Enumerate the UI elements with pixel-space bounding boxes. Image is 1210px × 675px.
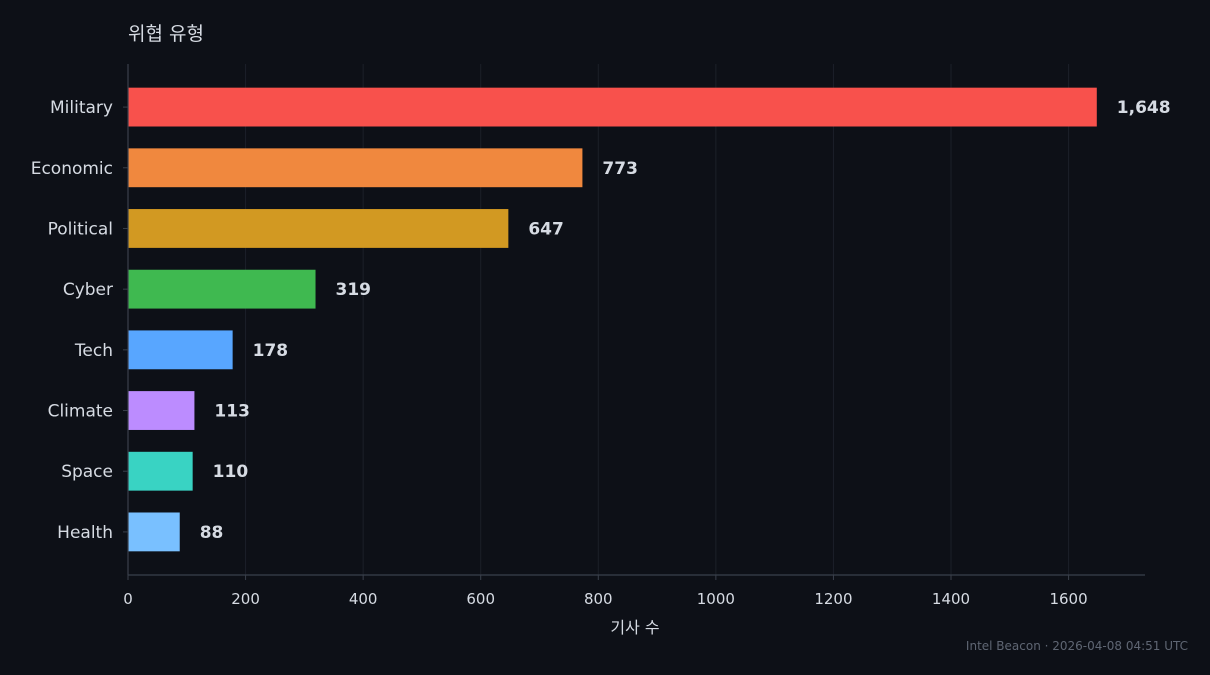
- bar-space: [128, 451, 193, 491]
- value-label: 319: [336, 280, 372, 300]
- bar-political: [128, 209, 509, 248]
- value-label: 647: [528, 219, 564, 239]
- chart-title: 위협 유형: [128, 23, 204, 45]
- value-label: 88: [200, 523, 224, 543]
- category-label: Political: [48, 219, 113, 239]
- value-label: 110: [213, 462, 249, 482]
- value-label: 113: [214, 402, 250, 422]
- category-label: Cyber: [63, 280, 113, 300]
- x-tick-label: 1000: [697, 590, 735, 608]
- x-tick-label: 400: [349, 590, 378, 608]
- category-label: Economic: [31, 159, 113, 179]
- category-label: Military: [50, 98, 113, 118]
- x-tick-label: 0: [123, 590, 133, 608]
- bar-cyber: [128, 269, 316, 309]
- x-tick-label: 1200: [814, 590, 852, 608]
- grid-lines: [245, 64, 1070, 575]
- bar-climate: [128, 391, 195, 430]
- footer-caption: Intel Beacon · 2026-04-08 04:51 UTC: [965, 639, 1188, 653]
- x-tick-label: 1400: [932, 590, 970, 608]
- value-label: 1,648: [1117, 98, 1171, 118]
- bar-health: [128, 512, 180, 552]
- bar-tech: [128, 330, 233, 370]
- category-label: Climate: [48, 402, 113, 422]
- bar-economic: [128, 148, 583, 188]
- x-tick-label: 600: [466, 590, 495, 608]
- category-label: Tech: [74, 341, 113, 361]
- x-tick-label: 800: [584, 590, 613, 608]
- category-label: Space: [61, 462, 113, 482]
- value-label: 773: [602, 159, 638, 179]
- x-axis-label: 기사 수: [610, 618, 660, 637]
- x-tick-label: 200: [231, 590, 260, 608]
- value-label: 178: [253, 341, 289, 361]
- bars: 1,648 773 647 319 178 113 110 88: [128, 87, 1171, 552]
- axes: 0 200 400 600 800 1000 1200 1400 1600 Military Eco…: [31, 64, 1145, 608]
- bar-military: [128, 87, 1097, 127]
- x-tick-label: 1600: [1049, 590, 1087, 608]
- category-label: Health: [57, 523, 113, 543]
